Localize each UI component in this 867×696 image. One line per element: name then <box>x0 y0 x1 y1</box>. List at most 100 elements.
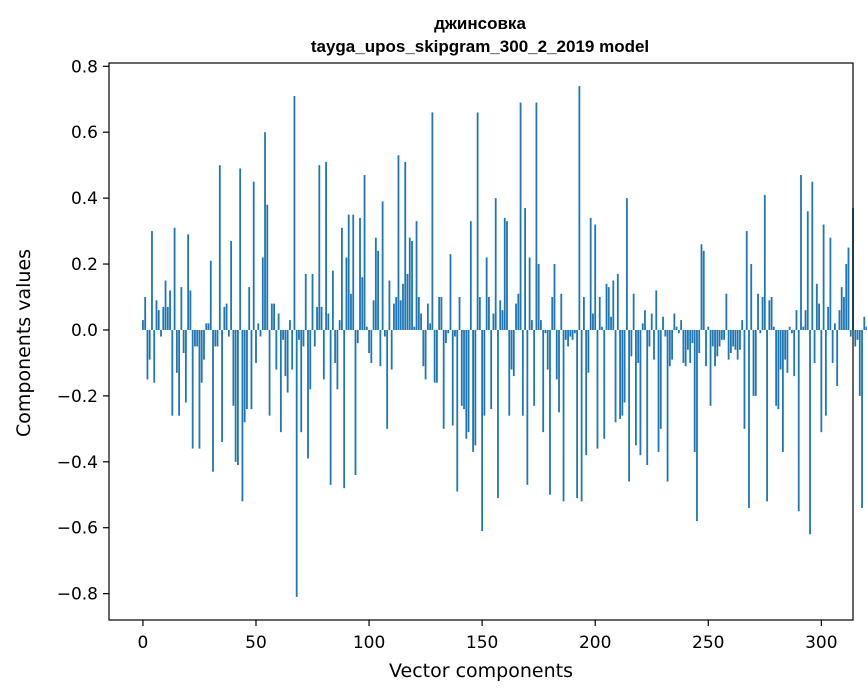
bar <box>447 329 450 334</box>
bar <box>562 329 565 502</box>
bar <box>587 329 590 373</box>
bar <box>573 329 576 334</box>
bar <box>302 329 305 347</box>
bar <box>705 329 707 367</box>
bar <box>142 320 144 330</box>
bar <box>723 329 726 340</box>
bar <box>621 329 624 416</box>
bar <box>241 329 244 502</box>
bar <box>578 86 581 330</box>
bar <box>517 293 520 330</box>
bar <box>331 270 334 330</box>
bar <box>843 297 845 330</box>
bar <box>307 329 309 459</box>
bar <box>474 329 477 446</box>
bar <box>580 329 583 502</box>
bar <box>646 329 649 466</box>
bar <box>347 214 350 330</box>
bar <box>847 247 850 330</box>
bar <box>200 329 203 383</box>
bar <box>564 329 567 340</box>
bar <box>261 257 264 330</box>
bar <box>689 329 692 363</box>
bar <box>483 329 486 416</box>
bar <box>151 231 153 330</box>
bar <box>386 329 389 429</box>
bar <box>809 329 811 535</box>
bar <box>601 326 603 330</box>
bar <box>184 329 187 403</box>
bar <box>395 297 398 330</box>
bar <box>596 329 599 449</box>
bar <box>237 329 239 466</box>
bar <box>295 329 298 597</box>
bar <box>603 329 606 439</box>
bar <box>157 310 160 330</box>
bar <box>194 329 196 347</box>
bar <box>528 257 531 330</box>
bar <box>598 297 601 330</box>
bar <box>605 283 608 330</box>
bar <box>311 273 314 330</box>
bar <box>682 329 685 363</box>
y-tick-label: 0.6 <box>71 123 98 143</box>
bar <box>252 181 255 330</box>
bar <box>284 329 287 377</box>
y-tick-label: 0.2 <box>71 255 98 275</box>
bar <box>768 300 771 330</box>
bar <box>630 329 633 357</box>
bar <box>173 227 176 330</box>
bar <box>248 287 251 330</box>
bar <box>481 329 484 532</box>
bar <box>377 250 380 330</box>
bar <box>845 264 848 330</box>
bar <box>379 329 382 367</box>
bar <box>492 313 495 330</box>
bar <box>641 323 644 330</box>
bar <box>659 329 662 429</box>
bar <box>503 217 506 330</box>
bar <box>750 264 753 330</box>
bar <box>356 329 359 344</box>
bar <box>666 329 669 482</box>
bar <box>406 273 409 330</box>
bar <box>433 329 436 383</box>
bar <box>856 329 859 340</box>
bar <box>449 254 452 330</box>
bar <box>239 168 242 330</box>
bar <box>840 287 843 330</box>
bar <box>413 326 416 330</box>
bar <box>304 273 307 330</box>
bar <box>675 326 678 330</box>
bar <box>426 303 429 330</box>
bar <box>788 326 791 330</box>
bar <box>664 329 667 337</box>
bar <box>861 329 863 508</box>
bar <box>813 329 816 363</box>
bar <box>797 329 800 512</box>
bar <box>822 224 825 330</box>
bar <box>309 329 312 390</box>
bar <box>463 329 465 410</box>
bar <box>472 329 474 452</box>
bar <box>415 221 418 330</box>
bar <box>334 329 337 363</box>
bar <box>390 329 393 370</box>
bar <box>589 217 592 330</box>
y-tick-label: −0.8 <box>57 585 98 605</box>
bar <box>320 306 323 330</box>
bar <box>440 297 443 330</box>
bar <box>456 329 459 492</box>
bar <box>469 221 472 330</box>
x-tick-label: 250 <box>692 633 724 653</box>
bar <box>374 237 377 330</box>
bar <box>549 329 551 495</box>
bar <box>707 326 710 330</box>
bar <box>802 326 805 330</box>
bar <box>191 329 194 449</box>
bar <box>521 329 524 416</box>
bar <box>196 329 199 347</box>
bar <box>436 329 438 383</box>
y-tick-label: −0.4 <box>57 453 98 473</box>
bar <box>729 329 732 354</box>
